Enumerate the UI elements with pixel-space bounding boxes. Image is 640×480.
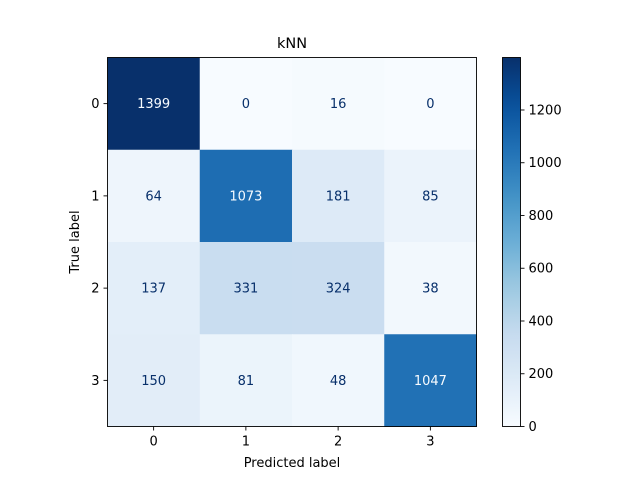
x-axis-label: Predicted label bbox=[244, 456, 341, 471]
cell-value-label: 48 bbox=[330, 374, 347, 389]
plot-frame bbox=[107, 57, 477, 427]
heatmap-cell bbox=[292, 334, 385, 427]
heatmap-cell bbox=[384, 149, 477, 243]
x-axis-ticks: 0 1 2 3 bbox=[149, 426, 435, 450]
heatmap-cell bbox=[384, 334, 477, 427]
cell-value-label: 85 bbox=[422, 189, 439, 204]
cell-value-label: 0 bbox=[242, 97, 250, 112]
x-tick-label: 3 bbox=[426, 435, 434, 450]
cell-value-label: 137 bbox=[141, 282, 166, 297]
cell-value-label: 331 bbox=[233, 282, 258, 297]
heatmap-cell bbox=[199, 149, 293, 243]
heatmap-cells: 1399 0 16 0 64 1073 181 85 137 331 324 38 150 81 48 104… bbox=[107, 57, 477, 427]
y-axis-label: True label bbox=[68, 210, 83, 274]
colorbar bbox=[502, 57, 521, 427]
cell-value-label: 1399 bbox=[137, 97, 170, 112]
heatmap-cell bbox=[292, 57, 385, 151]
heatmap-cell bbox=[199, 57, 293, 151]
colorbar-ticks: 0 200 400 600 800 1000 1200 bbox=[520, 103, 562, 435]
y-tick-label: 0 bbox=[91, 97, 99, 112]
cell-value-label: 324 bbox=[326, 282, 351, 297]
cell-value-label: 38 bbox=[422, 282, 439, 297]
heatmap-cell bbox=[199, 334, 293, 427]
cell-value-label: 16 bbox=[330, 97, 347, 112]
colorbar-tick-label: 800 bbox=[529, 209, 554, 224]
colorbar-tick-label: 200 bbox=[529, 367, 554, 382]
heatmap-cell bbox=[107, 242, 201, 335]
y-tick-label: 3 bbox=[91, 374, 99, 389]
x-tick-label: 0 bbox=[149, 435, 157, 450]
heatmap-cell bbox=[107, 149, 201, 243]
colorbar-tick-label: 1200 bbox=[529, 103, 562, 118]
colorbar-tick-label: 600 bbox=[529, 262, 554, 277]
colorbar-tick-label: 0 bbox=[529, 420, 537, 435]
heatmap-cell bbox=[107, 57, 201, 151]
cell-value-label: 81 bbox=[238, 374, 255, 389]
cell-value-label: 1073 bbox=[229, 189, 262, 204]
cell-value-label: 0 bbox=[426, 97, 434, 112]
heatmap-cell bbox=[107, 334, 201, 427]
cell-value-label: 181 bbox=[326, 189, 351, 204]
cell-value-label: 150 bbox=[141, 374, 166, 389]
cell-value-label: 1047 bbox=[414, 374, 447, 389]
cell-value-label: 64 bbox=[145, 189, 162, 204]
y-tick-label: 1 bbox=[91, 189, 99, 204]
heatmap-cell bbox=[384, 57, 477, 151]
x-tick-label: 2 bbox=[334, 435, 342, 450]
y-axis-ticks: 0 1 2 3 bbox=[91, 97, 108, 389]
heatmap-cell bbox=[199, 242, 293, 335]
colorbar-tick-label: 400 bbox=[529, 314, 554, 329]
y-tick-label: 2 bbox=[91, 282, 99, 297]
chart-title: kNN bbox=[277, 36, 307, 52]
heatmap-cell bbox=[384, 242, 477, 335]
heatmap-cell bbox=[292, 149, 385, 243]
colorbar-tick-label: 1000 bbox=[529, 156, 562, 171]
x-tick-label: 1 bbox=[242, 435, 250, 450]
heatmap-cell bbox=[292, 242, 385, 335]
